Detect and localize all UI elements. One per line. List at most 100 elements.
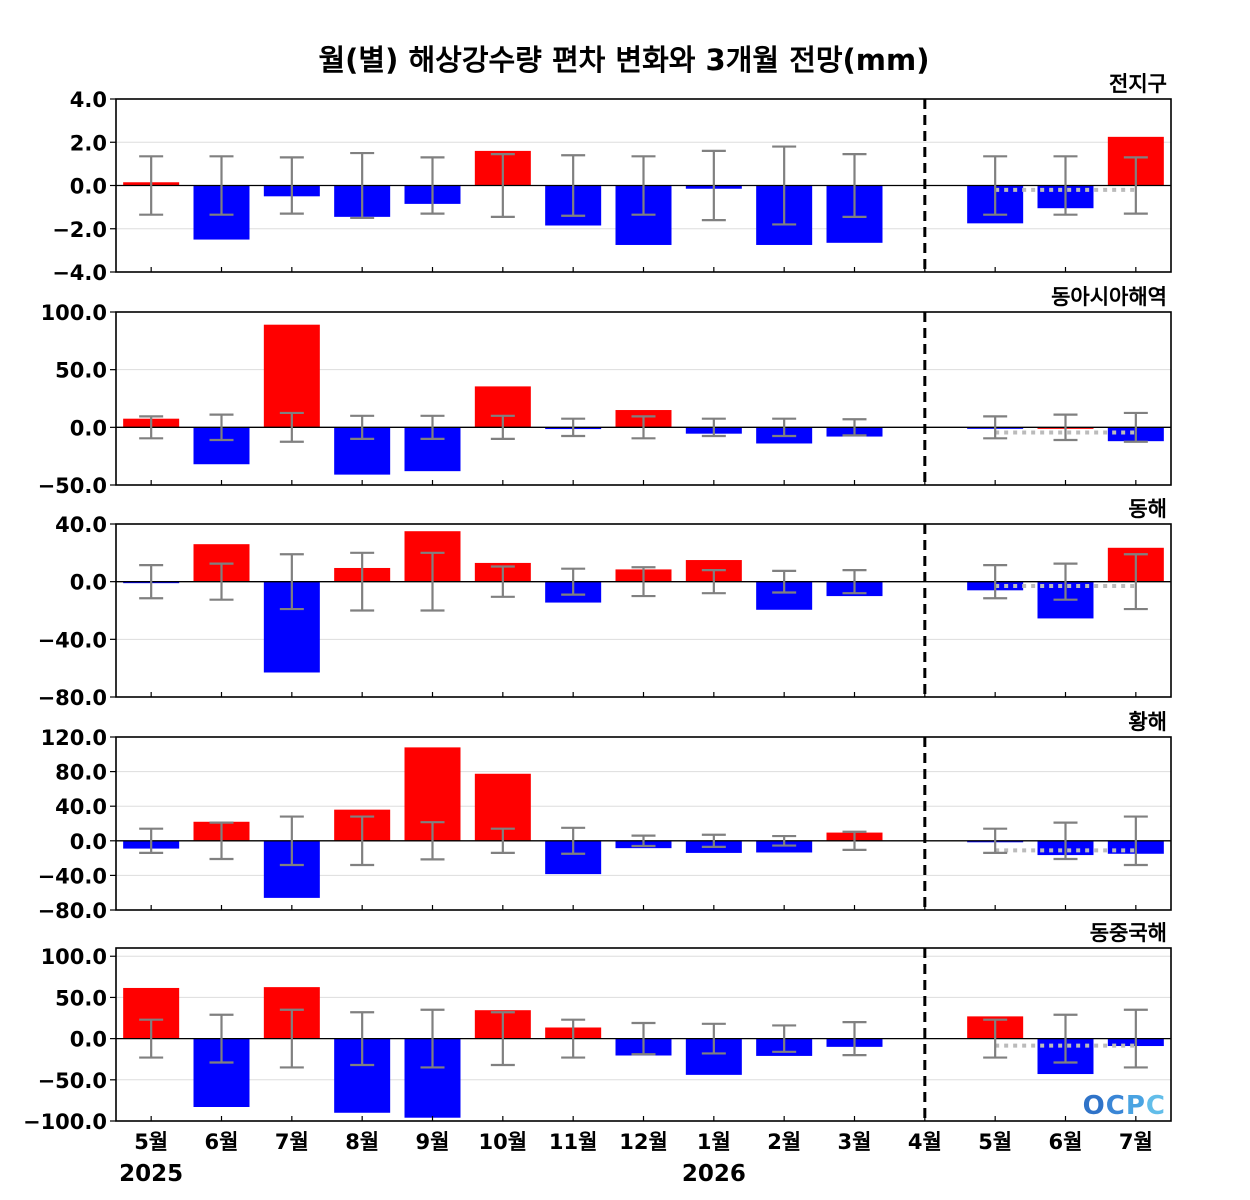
panel-label: 동아시아해역 bbox=[1051, 285, 1167, 309]
x-tick-label: 6월 bbox=[205, 1130, 239, 1154]
errorbar bbox=[561, 567, 586, 596]
panel-frame bbox=[115, 311, 1172, 486]
errorbar bbox=[631, 155, 656, 216]
errorbar bbox=[279, 156, 304, 215]
y-tick-label: −4.0 bbox=[52, 261, 107, 285]
panel: 120.0 80.0 40.0 0.0 −40.0 −80.0 황해 bbox=[38, 710, 1172, 923]
errorbar bbox=[772, 1024, 797, 1053]
errorbar bbox=[1123, 411, 1148, 443]
panel-label: 동해 bbox=[1128, 497, 1167, 521]
errorbar bbox=[842, 569, 867, 595]
errorbar bbox=[350, 551, 375, 612]
errorbar bbox=[983, 1018, 1008, 1059]
errorbar bbox=[772, 834, 797, 847]
errorbar bbox=[561, 826, 586, 855]
errorbar bbox=[490, 827, 515, 855]
y-tick-label: −80.0 bbox=[38, 899, 107, 923]
y-tick-label: 120.0 bbox=[41, 726, 107, 750]
errorbar bbox=[983, 827, 1008, 855]
ocpc-logo: OCPC bbox=[1083, 1091, 1166, 1121]
errorbar bbox=[279, 411, 304, 443]
errorbar bbox=[842, 418, 867, 437]
chart-title: 월(별) 해상강수량 편차 변화와 3개월 전망(mm) bbox=[319, 43, 930, 77]
y-tick-label: 0.0 bbox=[70, 175, 107, 199]
errorbar bbox=[701, 149, 726, 222]
y-tick-label: 0.0 bbox=[70, 416, 107, 440]
errorbar bbox=[631, 415, 656, 440]
y-tick-label: 0.0 bbox=[70, 1028, 107, 1052]
logo-letter: C bbox=[1106, 1091, 1126, 1121]
errorbar bbox=[490, 565, 515, 598]
panel-frame bbox=[115, 523, 1172, 698]
panel: 100.0 50.0 0.0 −50.0 동아시아해역 bbox=[38, 285, 1172, 498]
errorbar bbox=[350, 815, 375, 867]
panel: 4.0 2.0 0.0 −2.0 −4.0 전지구 bbox=[52, 72, 1172, 285]
errorbar bbox=[701, 1022, 726, 1055]
y-tick-label: 40.0 bbox=[55, 795, 107, 819]
errorbar bbox=[772, 417, 797, 438]
x-tick-label: 7월 bbox=[275, 1130, 309, 1154]
x-tick-label: 5월 bbox=[978, 1130, 1012, 1154]
x-tick-label: 9월 bbox=[416, 1130, 450, 1154]
y-tick-label: −80.0 bbox=[38, 686, 107, 710]
logo-letter: P bbox=[1126, 1091, 1146, 1121]
x-tick-label: 8월 bbox=[345, 1130, 379, 1154]
x-axis: 5월 6월 7월 8월 9월 10월 11월 12월 1월 2월 3월 4월 5월 6월 7월 2025 202… bbox=[119, 1130, 1153, 1187]
errorbar bbox=[631, 566, 656, 598]
errorbar bbox=[490, 1011, 515, 1067]
errorbar bbox=[350, 1011, 375, 1067]
panel: 100.0 50.0 0.0 −50.0 −100.0 동중국해 bbox=[23, 921, 1172, 1134]
errorbar bbox=[701, 569, 726, 595]
errorbar bbox=[490, 414, 515, 440]
bar bbox=[263, 324, 320, 428]
errorbar bbox=[209, 413, 234, 442]
x-tick-label: 3월 bbox=[838, 1130, 872, 1154]
y-tick-label: 100.0 bbox=[41, 301, 107, 325]
y-tick-label: −50.0 bbox=[38, 474, 107, 498]
errorbar bbox=[983, 563, 1008, 600]
errorbar bbox=[1053, 821, 1078, 861]
errorbar bbox=[983, 155, 1008, 216]
y-tick-label: 100.0 bbox=[41, 945, 107, 969]
y-tick-label: −100.0 bbox=[23, 1110, 107, 1134]
x-tick-label: 4월 bbox=[908, 1130, 942, 1154]
errorbar bbox=[631, 1021, 656, 1056]
x-tick-label: 11월 bbox=[549, 1130, 598, 1154]
panel-label: 동중국해 bbox=[1090, 921, 1167, 945]
errorbar bbox=[1123, 815, 1148, 867]
errorbar bbox=[1123, 553, 1148, 611]
errorbar bbox=[420, 156, 445, 215]
errorbar bbox=[279, 815, 304, 867]
y-tick-label: 80.0 bbox=[55, 761, 107, 785]
y-tick-label: −40.0 bbox=[38, 864, 107, 888]
errorbar bbox=[1053, 562, 1078, 601]
errorbar bbox=[139, 563, 164, 600]
errorbar bbox=[279, 1008, 304, 1069]
errorbar bbox=[490, 153, 515, 218]
y-tick-label: 0.0 bbox=[70, 830, 107, 854]
x-tick-label: 2월 bbox=[767, 1130, 801, 1154]
errorbar bbox=[701, 833, 726, 848]
errorbar bbox=[1123, 156, 1148, 215]
y-tick-label: 50.0 bbox=[55, 986, 107, 1010]
y-tick-label: 40.0 bbox=[55, 513, 107, 537]
errorbar bbox=[561, 154, 586, 217]
panel: 40.0 0.0 −40.0 −80.0 동해 bbox=[38, 497, 1172, 710]
errorbar bbox=[983, 415, 1008, 440]
errorbar bbox=[139, 827, 164, 855]
errorbar bbox=[772, 569, 797, 594]
panel-label: 황해 bbox=[1128, 710, 1167, 734]
errorbar bbox=[209, 562, 234, 601]
y-tick-label: −40.0 bbox=[38, 628, 107, 652]
errorbar bbox=[631, 834, 656, 848]
logo-letter: O bbox=[1083, 1091, 1106, 1121]
panel-frame bbox=[115, 736, 1172, 911]
logo-letter: C bbox=[1146, 1091, 1166, 1121]
errorbar bbox=[350, 151, 375, 220]
x-tick-label: 6월 bbox=[1049, 1130, 1083, 1154]
panel-frame bbox=[115, 947, 1172, 1122]
errorbar bbox=[561, 417, 586, 438]
errorbar bbox=[279, 553, 304, 611]
x-tick-label: 12월 bbox=[619, 1130, 668, 1154]
